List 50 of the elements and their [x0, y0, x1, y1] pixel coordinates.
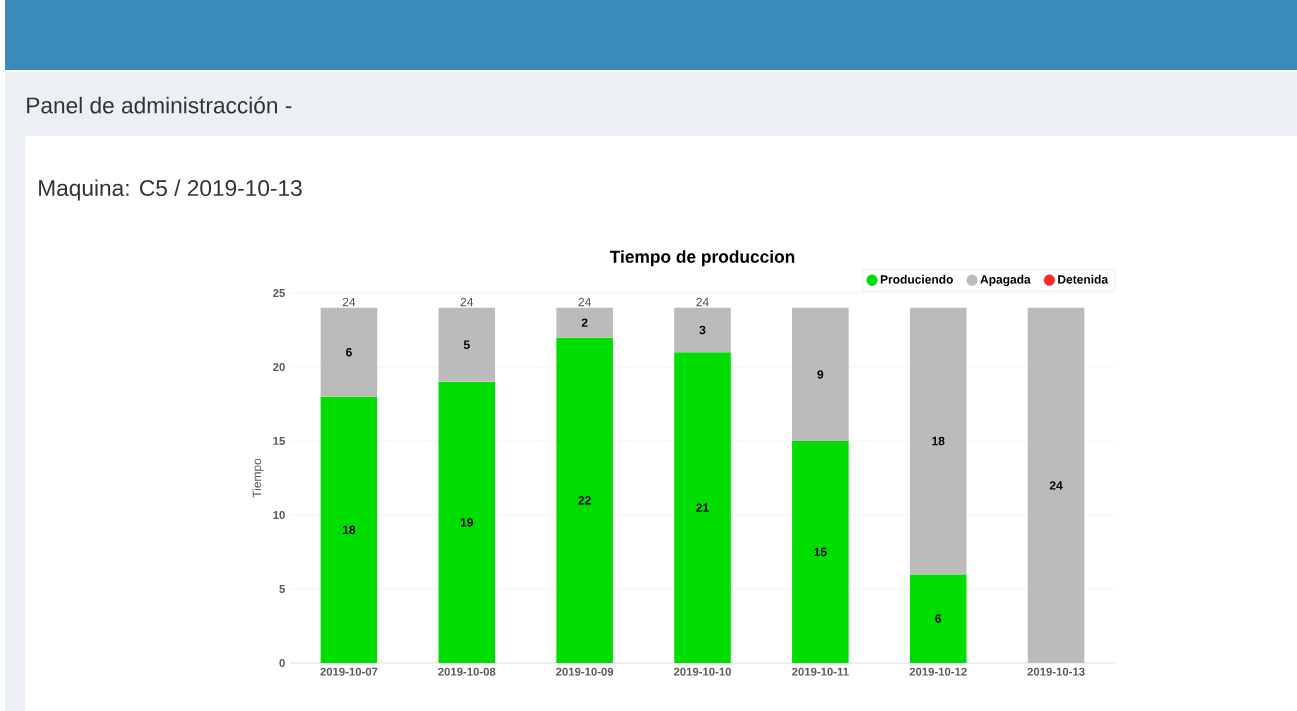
text: Maquina: C5 / 2019-10-13 [39, 179, 302, 201]
y-axis-title: Tiempo [252, 458, 264, 498]
x-tick-label: 2019-10-07 [320, 667, 378, 676]
x-tick-label: 2019-10-09 [556, 667, 614, 676]
data-label: 18 [932, 436, 945, 446]
bar [909, 574, 967, 663]
data-label: 3 [699, 325, 706, 335]
data-label: 19 [460, 518, 474, 527]
x-tick-label: 2019-10-11 [792, 667, 849, 676]
bar [320, 396, 378, 663]
data-label: 6 [346, 347, 352, 357]
bar [320, 307, 378, 397]
data-label: 15 [814, 547, 827, 557]
data-label: 21 [696, 503, 709, 512]
bar [438, 381, 496, 663]
bar [909, 307, 967, 575]
total-label: 24 [460, 297, 474, 307]
x-tick-label: 2019-10-12 [909, 667, 967, 676]
bar [438, 307, 496, 382]
x-tick-label: 2019-10-13 [1027, 667, 1085, 676]
bar [792, 441, 849, 663]
data-label: 5 [463, 340, 470, 349]
total-label: 24 [578, 297, 591, 307]
bar [674, 352, 731, 663]
legend-label: Apagada [980, 274, 1031, 287]
bar [556, 307, 613, 338]
data-label: 22 [578, 496, 591, 505]
x-tick-label: 2019-10-08 [438, 667, 496, 676]
y-tick-label: 15 [273, 437, 285, 445]
bar [556, 337, 613, 663]
y-tick-label: 5 [279, 585, 285, 593]
bar [792, 307, 849, 441]
x-tick-label: 2019-10-10 [673, 667, 732, 676]
legend-label: Detenida [1058, 274, 1109, 284]
total-label: 24 [696, 297, 709, 307]
data-label: 24 [1049, 481, 1063, 490]
y-tick-label: 20 [273, 363, 285, 372]
bar [674, 307, 731, 353]
data-label: 6 [935, 614, 942, 623]
data-label: 9 [817, 370, 824, 379]
data-label: 18 [343, 525, 356, 535]
total-label: 24 [342, 297, 356, 307]
y-tick-label: 10 [273, 511, 285, 519]
chart-title: Tiempo de produccion [609, 250, 795, 267]
legend-label: Produciendo [880, 274, 953, 284]
bar [1027, 307, 1085, 663]
data-label: 2 [581, 318, 588, 327]
text: Panel de administracción - [27, 96, 292, 114]
y-tick-label: 25 [273, 289, 285, 298]
y-tick-label: 0 [279, 658, 285, 667]
